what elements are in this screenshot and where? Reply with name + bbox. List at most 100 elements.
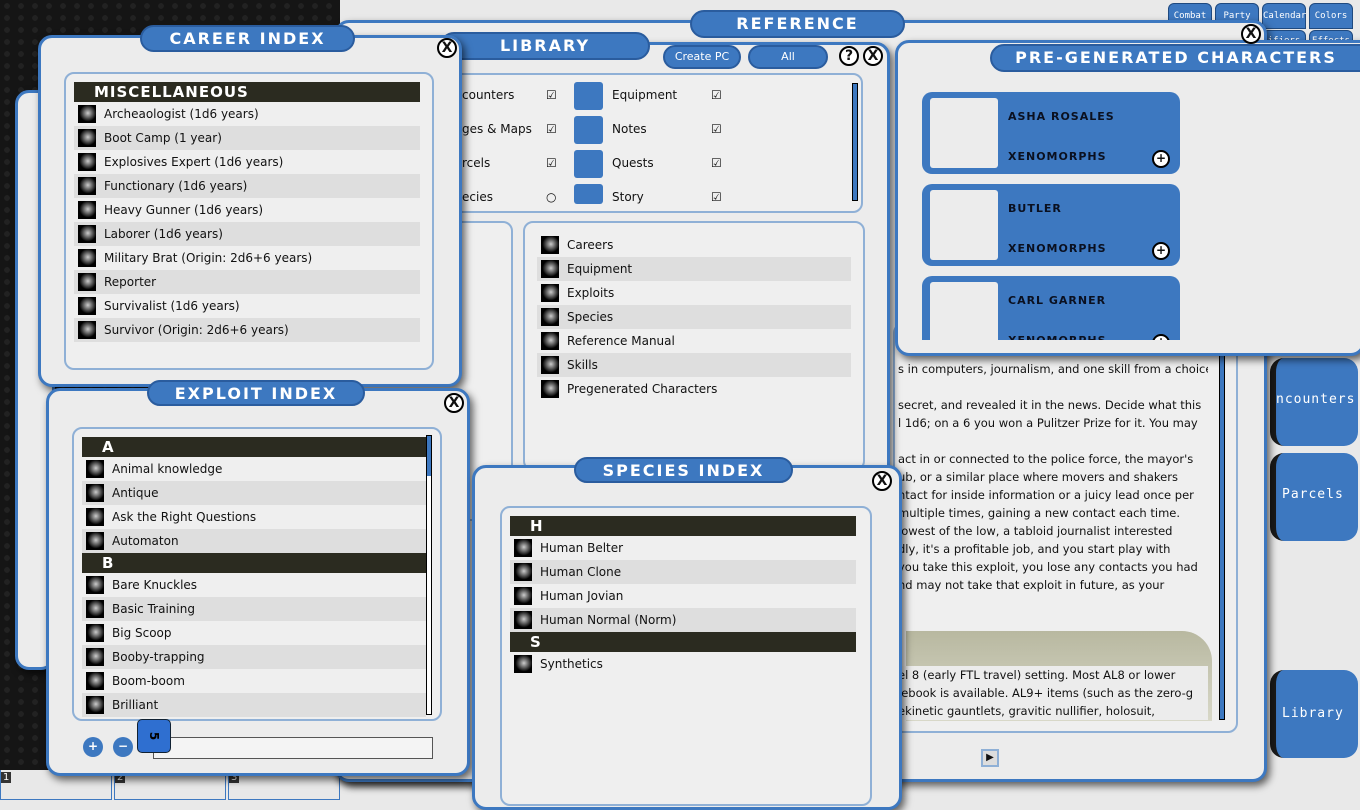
list-item[interactable]: Survivalist (1d6 years) <box>74 294 420 318</box>
list-item[interactable]: Booby-trapping <box>82 645 426 669</box>
entry-icon <box>78 177 96 195</box>
item-label: Archeaologist (1d6 years) <box>104 107 259 121</box>
entry-icon <box>78 249 96 267</box>
exploit-close-button[interactable]: X <box>444 393 464 413</box>
item-label: Human Jovian <box>540 589 624 603</box>
list-item[interactable]: Military Brat (Origin: 2d6+6 years) <box>74 246 420 270</box>
list-item[interactable]: Human Belter <box>510 536 856 560</box>
list-item[interactable]: Human Normal (Norm) <box>510 608 856 632</box>
dice-icon[interactable]: 5 <box>137 719 171 753</box>
reference-scrollbar[interactable] <box>1219 355 1225 720</box>
list-item[interactable]: Antique <box>82 481 426 505</box>
module-checkbox[interactable]: ☑ <box>546 88 557 102</box>
character-portrait <box>930 190 998 260</box>
character-name: CARL GARNER <box>1008 294 1107 307</box>
item-label: Big Scoop <box>112 626 172 640</box>
character-name: BUTLER <box>1008 202 1062 215</box>
library-entry[interactable]: Careers <box>537 233 851 257</box>
entry-icon <box>86 484 104 502</box>
library-entry[interactable]: Equipment <box>537 257 851 281</box>
top-button-colors[interactable]: Colors <box>1309 3 1353 29</box>
reference-line <box>898 432 1208 450</box>
module-label[interactable]: Story <box>612 190 644 204</box>
library-close-button[interactable]: X <box>863 46 883 66</box>
entry-icon <box>541 236 559 254</box>
item-label: Heavy Gunner (1d6 years) <box>104 203 264 217</box>
list-item[interactable]: Human Jovian <box>510 584 856 608</box>
exploit-scrollbar[interactable] <box>426 435 432 715</box>
hotbar-number: 2 <box>115 772 126 783</box>
entry-icon <box>78 105 96 123</box>
add-character-icon[interactable]: + <box>1152 242 1170 260</box>
module-checkbox[interactable]: ☑ <box>711 122 722 136</box>
entry-label: Species <box>567 310 614 324</box>
entry-icon <box>78 273 96 291</box>
all-filter-button[interactable]: All <box>748 45 828 69</box>
module-checkbox[interactable]: ☑ <box>711 190 722 204</box>
module-scrollbar[interactable] <box>852 83 858 201</box>
species-close-button[interactable]: X <box>872 471 892 491</box>
character-card[interactable]: BUTLER XENOMORPHS + <box>922 184 1180 266</box>
module-label[interactable]: Equipment <box>612 88 678 102</box>
add-character-icon[interactable]: + <box>1152 334 1170 340</box>
create-pc-button[interactable]: Create PC <box>663 45 741 69</box>
add-button[interactable]: + <box>83 737 103 757</box>
exploit-search-input[interactable] <box>153 737 433 759</box>
library-entry[interactable]: Reference Manual <box>537 329 851 353</box>
module-checkbox[interactable]: ☑ <box>711 156 722 170</box>
sidebar-tab-library[interactable]: Library <box>1270 670 1358 758</box>
reference-line: multiple times, gaining a new contact ea… <box>898 506 1181 520</box>
module-label[interactable]: Notes <box>612 122 647 136</box>
entry-icon <box>514 611 532 629</box>
remove-button[interactable]: − <box>113 737 133 757</box>
list-item[interactable]: Bare Knuckles <box>82 573 426 597</box>
sidebar-tab-parcels[interactable]: Parcels <box>1270 453 1358 541</box>
list-item[interactable]: Reporter <box>74 270 420 294</box>
library-entry[interactable]: Species <box>537 305 851 329</box>
list-item[interactable]: Explosives Expert (1d6 years) <box>74 150 420 174</box>
character-card[interactable]: CARL GARNER XENOMORPHS + <box>922 276 1180 340</box>
list-item[interactable]: Ask the Right Questions <box>82 505 426 529</box>
sidebar-tab-encounters[interactable]: ncounters <box>1270 358 1358 446</box>
list-item[interactable]: Synthetics <box>510 652 856 676</box>
list-item[interactable]: Laborer (1d6 years) <box>74 222 420 246</box>
entry-icon <box>514 563 532 581</box>
module-checkbox[interactable]: ☑ <box>711 88 722 102</box>
module-checkbox[interactable]: ☑ <box>546 122 557 136</box>
list-item[interactable]: Boot Camp (1 year) <box>74 126 420 150</box>
list-item[interactable]: Automaton <box>82 529 426 553</box>
exploit-list: A Animal knowledge Antique Ask the Right Qu… <box>72 427 442 721</box>
library-entry[interactable]: Pregenerated Characters <box>537 377 851 401</box>
top-button-calendar[interactable]: Calendar <box>1262 3 1306 29</box>
list-item[interactable]: Heavy Gunner (1d6 years) <box>74 198 420 222</box>
list-item[interactable]: Survivor (Origin: 2d6+6 years) <box>74 318 420 342</box>
entry-icon <box>86 672 104 690</box>
pregen-close-button[interactable]: X <box>1241 24 1261 44</box>
entry-icon <box>541 308 559 326</box>
list-item[interactable]: Human Clone <box>510 560 856 584</box>
list-item[interactable]: Basic Training <box>82 597 426 621</box>
career-group-header: MISCELLANEOUS <box>74 82 420 102</box>
library-entries-panel: Careers Equipment Exploits Species Reference… <box>523 221 865 471</box>
reference-line: dly, it's a profitable job, and you star… <box>898 542 1171 556</box>
list-item[interactable]: Boom-boom <box>82 669 426 693</box>
library-entry[interactable]: Skills <box>537 353 851 377</box>
entry-icon <box>86 532 104 550</box>
add-character-icon[interactable]: + <box>1152 150 1170 168</box>
list-item[interactable]: Archeaologist (1d6 years) <box>74 102 420 126</box>
help-button[interactable]: ? <box>839 46 859 66</box>
module-checkbox[interactable]: ☑ <box>546 156 557 170</box>
career-index-window: MISCELLANEOUS Archeaologist (1d6 years) B… <box>38 35 462 387</box>
list-item[interactable]: Functionary (1d6 years) <box>74 174 420 198</box>
reference-line: el 8 (early FTL travel) setting. Most AL… <box>898 668 1176 682</box>
module-checkbox[interactable]: ○ <box>546 190 557 204</box>
character-card[interactable]: ASHA ROSALES XENOMORPHS + <box>922 92 1180 174</box>
list-item[interactable]: Brilliant <box>82 693 426 717</box>
career-close-button[interactable]: X <box>437 38 457 58</box>
library-entry[interactable]: Exploits <box>537 281 851 305</box>
list-item[interactable]: Big Scoop <box>82 621 426 645</box>
list-item[interactable]: Animal knowledge <box>82 457 426 481</box>
module-label[interactable]: Quests <box>612 156 654 170</box>
next-page-button[interactable]: ▶ <box>981 749 999 767</box>
reference-line: ntact for inside information or a juicy … <box>898 488 1194 502</box>
